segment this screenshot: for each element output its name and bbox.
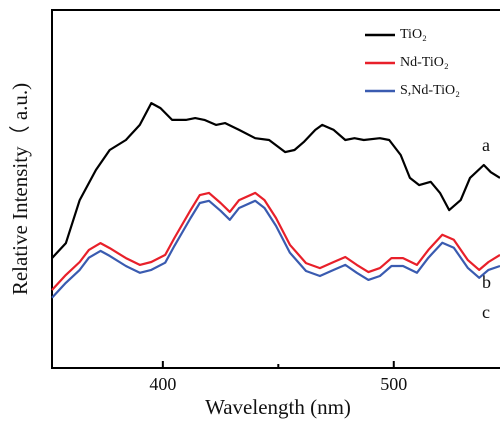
x-tick-label: 400: [149, 374, 176, 394]
plot-frame: [51, 9, 500, 369]
series-annotation: a: [482, 135, 490, 155]
y-axis-title: Relative Intensity（ a.u.): [8, 83, 32, 295]
legend-label: S,Nd-TiO₂: [400, 83, 460, 98]
series-line: [51, 199, 500, 299]
x-tick-label: 500: [380, 374, 407, 394]
legend-label: TiO₂: [400, 27, 427, 42]
series-annotation: c: [482, 302, 490, 322]
x-axis-title: Wavelength (nm): [205, 395, 351, 419]
series-line: [51, 102, 500, 259]
legend-label: Nd-TiO₂: [400, 55, 449, 70]
series-annotation: b: [482, 272, 491, 292]
series-line: [51, 191, 500, 291]
